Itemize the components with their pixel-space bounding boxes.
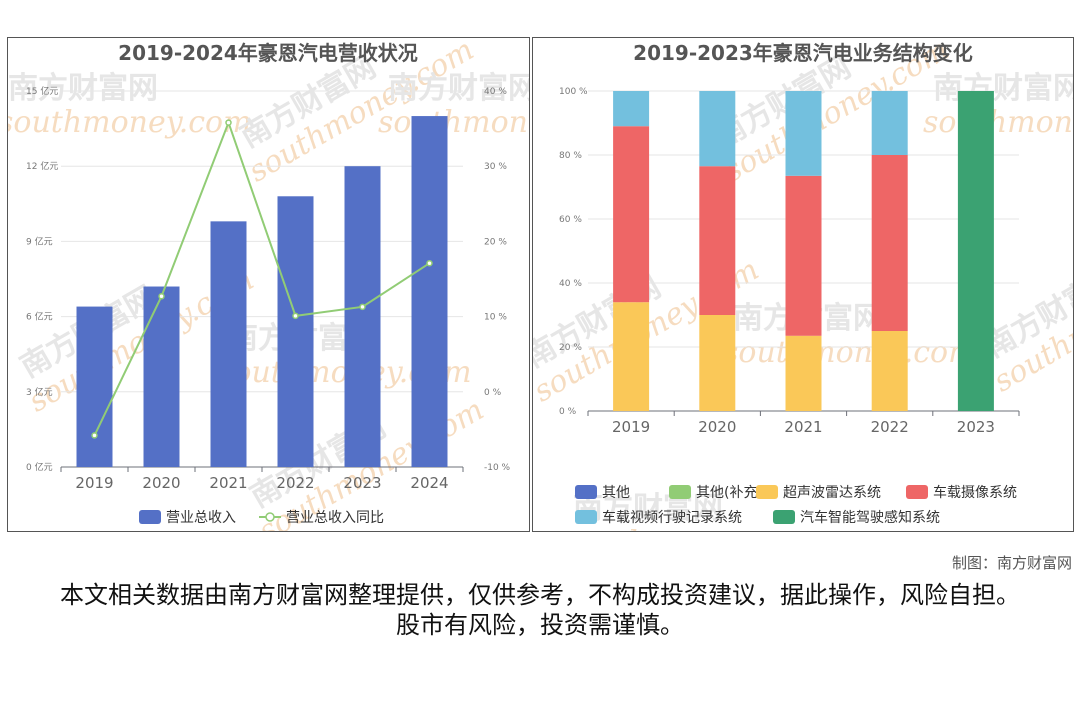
x-tick-label: 2023 [957, 418, 995, 436]
stacked-bar-segment [785, 91, 822, 176]
watermark-cn: 南方财富网 [8, 71, 158, 106]
legend-label: 汽车智能驾驶感知系统 [800, 509, 940, 526]
business-structure-chart: 南方财富网southmoney.com南方财富网southmoney.com南方… [533, 38, 1073, 531]
y-tick-label: 0 % [559, 407, 577, 417]
chart-title: 2019-2024年豪恩汽电营收状况 [118, 41, 418, 65]
x-tick-label: 2022 [871, 418, 909, 436]
watermark-en: southmoney.com [378, 105, 529, 140]
revenue-bar [143, 286, 180, 467]
x-tick-label: 2019 [612, 418, 650, 436]
y-right-tick-label: 20 % [484, 237, 507, 247]
legend-label: 其他(补充) [696, 485, 763, 501]
legend-label: 超声波雷达系统 [783, 485, 881, 501]
legend-swatch-growth-marker [265, 512, 275, 522]
legend-label: 其他 [602, 485, 630, 501]
stacked-bar-segment [785, 335, 822, 411]
yoy-growth-point [359, 303, 366, 311]
yoy-growth-point [292, 312, 299, 320]
x-tick-label: 2022 [276, 474, 314, 492]
stacked-bar-segment [785, 175, 822, 336]
x-tick-label: 2024 [410, 474, 448, 492]
y-right-tick-label: 0 % [484, 388, 502, 398]
yoy-growth-point [91, 432, 98, 439]
watermark-cn: 南方财富网 [388, 71, 529, 106]
y-left-tick-label: 6 亿元 [26, 311, 53, 323]
stacked-bar-segment [613, 126, 650, 303]
y-right-tick-label: 30 % [484, 162, 507, 172]
watermark-cn: 南方财富网 [573, 491, 723, 526]
revenue-chart-panel: 南方财富网southmoney.com南方财富网southmoney.com南方… [7, 37, 530, 532]
y-tick-label: 80 % [559, 151, 582, 161]
legend-label: 车载摄像系统 [933, 484, 1017, 501]
yoy-growth-line [93, 119, 431, 436]
stacked-bar-segment [613, 91, 650, 127]
legend: 营业总收入 营业总收入同比 [139, 510, 384, 526]
chart-title: 2019-2023年豪恩汽电业务结构变化 [633, 41, 973, 65]
revenue-chart: 南方财富网southmoney.com南方财富网southmoney.com南方… [8, 38, 529, 531]
legend-swatch [756, 485, 778, 499]
disclaimer-text: 本文相关数据由南方财富网整理提供，仅供参考，不构成投资建议，据此操作，风险自担。… [60, 581, 1020, 639]
business-structure-chart-panel: 南方财富网southmoney.com南方财富网southmoney.com南方… [532, 37, 1074, 532]
legend-swatch [906, 485, 928, 499]
x-tick-label: 2021 [784, 418, 822, 436]
y-right-tick-label: 10 % [484, 313, 507, 323]
y-left-tick-label: 12 亿元 [26, 160, 58, 172]
watermark-en: southmoney.com [563, 525, 817, 531]
chart-credit: 制图：南方财富网 [951, 554, 1072, 572]
yoy-growth-point [426, 259, 433, 267]
legend-swatch [575, 510, 597, 524]
yoy-growth-point [225, 119, 232, 126]
x-tick-label: 2019 [75, 474, 113, 492]
stacked-bar-segment [871, 155, 908, 331]
legend-swatch [669, 485, 691, 499]
legend-label: 营业总收入 [166, 510, 236, 526]
revenue-bar [411, 116, 448, 468]
watermark-en: southmoney.com [8, 105, 252, 140]
yoy-growth-point [158, 293, 165, 300]
x-tick-label: 2021 [209, 474, 247, 492]
y-left-tick-label: 15 亿元 [26, 85, 58, 97]
y-tick-label: 20 % [559, 343, 582, 353]
x-tick-label: 2020 [698, 418, 736, 436]
stacked-bar-segment [871, 331, 908, 411]
stacked-bar-segment [957, 91, 994, 411]
legend-swatch [575, 485, 597, 499]
y-tick-label: 60 % [559, 215, 582, 225]
stacked-bar-segment [699, 166, 736, 315]
legend-label: 车载视频行驶记录系统 [602, 509, 742, 526]
y-left-tick-label: 0 亿元 [26, 461, 53, 473]
y-right-tick-label: 40 % [484, 87, 507, 97]
watermark-en: southmoney.com [923, 105, 1073, 140]
x-tick-label: 2023 [343, 474, 381, 492]
legend-label: 营业总收入同比 [286, 510, 384, 526]
watermark-en: southmoney.com [723, 335, 977, 370]
stacked-bar-segment [699, 315, 736, 411]
stacked-bar-segment [613, 302, 650, 411]
legend-swatch [773, 510, 795, 524]
stacked-bar-segment [699, 91, 736, 167]
y-tick-label: 40 % [559, 279, 582, 289]
watermark-cn: 南方财富网 [933, 71, 1073, 106]
revenue-bar [210, 221, 247, 467]
legend-swatch-revenue [139, 510, 161, 524]
y-right-tick-label: -10 % [484, 463, 511, 473]
revenue-bar [277, 196, 314, 467]
revenue-bar [76, 306, 113, 467]
y-left-tick-label: 3 亿元 [26, 386, 53, 398]
revenue-bar [344, 166, 381, 467]
stacked-bar-segment [871, 91, 908, 155]
x-tick-label: 2020 [142, 474, 180, 492]
y-left-tick-label: 9 亿元 [26, 235, 53, 247]
grid [61, 90, 463, 393]
y-tick-label: 100 % [559, 87, 588, 97]
